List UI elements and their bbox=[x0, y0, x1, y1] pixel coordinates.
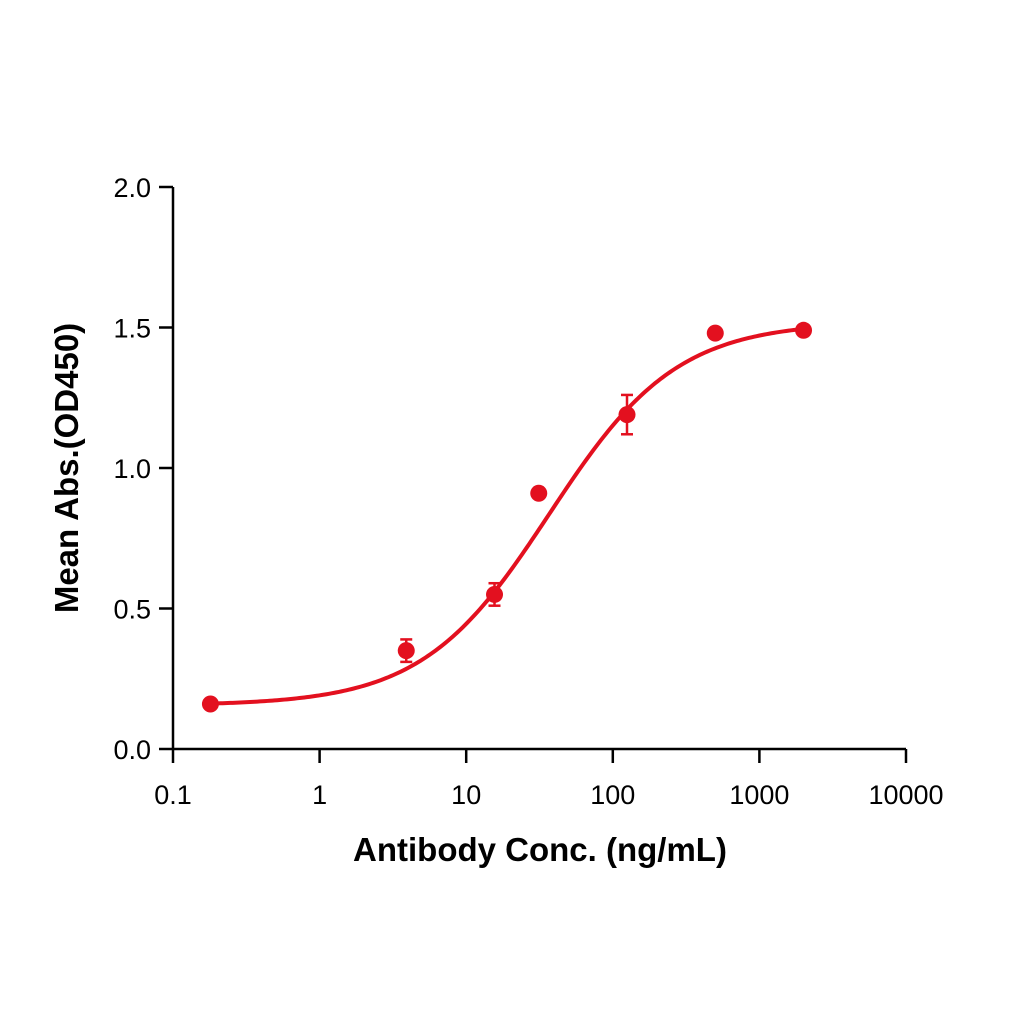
data-point bbox=[486, 585, 504, 603]
x-tick-label: 10 bbox=[451, 780, 481, 810]
y-tick-label: 1.0 bbox=[113, 454, 151, 484]
x-tick-label: 10000 bbox=[868, 780, 943, 810]
y-tick-label: 0.5 bbox=[113, 595, 151, 625]
y-axis-title: Mean Abs.(OD450) bbox=[48, 323, 85, 613]
plot-area bbox=[201, 321, 813, 713]
y-tick-label: 1.5 bbox=[113, 314, 151, 344]
data-point bbox=[795, 321, 813, 339]
y-tick-label: 2.0 bbox=[113, 173, 151, 203]
data-point bbox=[530, 484, 548, 502]
x-tick-label: 1 bbox=[312, 780, 327, 810]
x-tick-label: 1000 bbox=[729, 780, 789, 810]
x-axis-title: Antibody Conc. (ng/mL) bbox=[353, 831, 727, 868]
y-tick-label: 0.0 bbox=[113, 735, 151, 765]
x-tick-label: 100 bbox=[590, 780, 635, 810]
x-ticks: 0.1 1 10 100 1000 10000 bbox=[154, 749, 944, 810]
data-point bbox=[706, 324, 724, 342]
axes: 0.0 0.5 1.0 1.5 2.0 0.1 1 10 100 1000 10000 bbox=[113, 173, 943, 810]
data-point bbox=[618, 406, 636, 424]
data-point bbox=[201, 695, 219, 713]
x-tick-label: 0.1 bbox=[154, 780, 192, 810]
fit-curve bbox=[208, 326, 806, 706]
data-point bbox=[397, 642, 415, 660]
y-ticks: 0.0 0.5 1.0 1.5 2.0 bbox=[113, 173, 173, 765]
